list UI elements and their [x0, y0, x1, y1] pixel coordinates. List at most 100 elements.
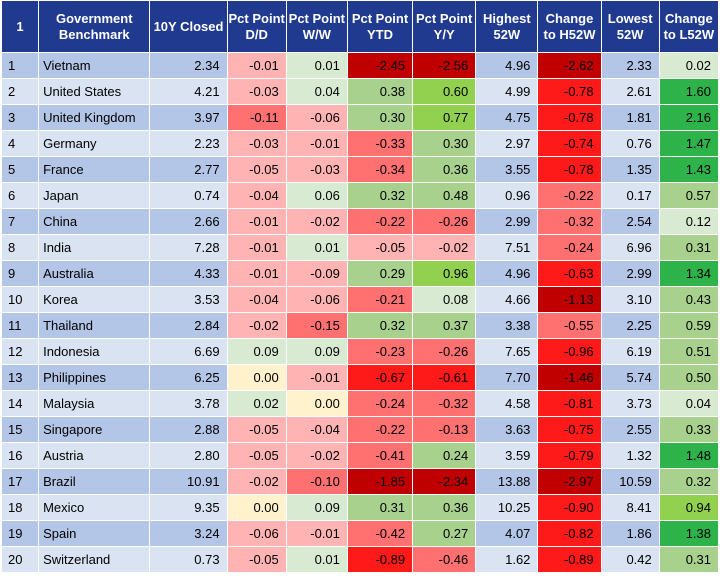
ytd-cell: 0.32 — [346, 312, 414, 339]
closed-cell: 3.97 — [149, 104, 228, 131]
country-cell: Vietnam — [38, 52, 151, 79]
table-row: 20 Switzerland 0.73 -0.05 0.01 -0.89 -0.46 1.62… — [0, 546, 720, 573]
country-cell: Korea — [38, 286, 151, 313]
dd-cell: -0.06 — [226, 520, 287, 547]
ytd-cell: -0.22 — [346, 416, 414, 443]
l52-cell: 2.33 — [600, 52, 660, 79]
h52-cell: 0.96 — [475, 182, 539, 209]
table-row: 4 Germany 2.23 -0.03 -0.01 -0.33 0.30 2.97 -0.74… — [0, 130, 720, 157]
h52-cell: 10.25 — [475, 494, 539, 521]
header-pct-yy[interactable]: Pct Point Y/Y — [412, 0, 477, 53]
ytd-cell: 0.38 — [346, 78, 414, 105]
ch52-cell: -0.75 — [537, 416, 602, 443]
ytd-cell: 0.32 — [346, 182, 414, 209]
yy-cell: -2.56 — [412, 52, 477, 79]
yy-cell: -0.46 — [412, 546, 477, 573]
header-index[interactable]: 1 — [0, 0, 40, 53]
closed-cell: 3.78 — [149, 390, 228, 417]
dd-cell: 0.02 — [226, 390, 287, 417]
dd-cell: -0.04 — [226, 286, 287, 313]
header-lowest-52w[interactable]: Lowest 52W — [600, 0, 660, 53]
l52-cell: 2.99 — [600, 260, 660, 287]
cl52-cell: 0.31 — [658, 234, 720, 261]
table-row: 14 Malaysia 3.78 0.02 0.00 -0.24 -0.32 4.58 -0.8… — [0, 390, 720, 417]
country-cell: United States — [38, 78, 151, 105]
row-index: 12 — [0, 338, 40, 365]
h52-cell: 4.66 — [475, 286, 539, 313]
country-cell: Spain — [38, 520, 151, 547]
row-index: 16 — [0, 442, 40, 469]
closed-cell: 2.88 — [149, 416, 228, 443]
cl52-cell: 0.57 — [658, 182, 720, 209]
h52-cell: 4.07 — [475, 520, 539, 547]
ch52-cell: -1.13 — [537, 286, 602, 313]
yy-cell: 0.60 — [412, 78, 477, 105]
ytd-cell: -0.21 — [346, 286, 414, 313]
table-row: 18 Mexico 9.35 0.00 0.09 0.31 0.36 10.25 -0.90 8.… — [0, 494, 720, 521]
header-change-l52w[interactable]: Change to L52W — [658, 0, 720, 53]
country-cell: Mexico — [38, 494, 151, 521]
ytd-cell: -0.34 — [346, 156, 414, 183]
cl52-cell: 0.94 — [658, 494, 720, 521]
header-pct-ww[interactable]: Pct Point W/W — [285, 0, 348, 53]
header-pct-dd[interactable]: Pct Point D/D — [226, 0, 287, 53]
yy-cell: -0.02 — [412, 234, 477, 261]
ch52-cell: -0.82 — [537, 520, 602, 547]
yy-cell: 0.27 — [412, 520, 477, 547]
dd-cell: -0.05 — [226, 442, 287, 469]
h52-cell: 4.96 — [475, 52, 539, 79]
cl52-cell: 0.32 — [658, 468, 720, 495]
ww-cell: -0.02 — [285, 442, 348, 469]
yy-cell: -0.26 — [412, 338, 477, 365]
header-pct-ytd[interactable]: Pct Point YTD — [346, 0, 414, 53]
table-body: 1 Vietnam 2.34 -0.01 0.01 -2.45 -2.56 4.96 -2.62… — [0, 52, 720, 573]
ytd-cell: -0.23 — [346, 338, 414, 365]
l52-cell: 1.86 — [600, 520, 660, 547]
row-index: 8 — [0, 234, 40, 261]
table-row: 10 Korea 3.53 -0.04 -0.06 -0.21 0.08 4.66 -1.13 3… — [0, 286, 720, 313]
row-index: 5 — [0, 156, 40, 183]
yy-cell: -0.32 — [412, 390, 477, 417]
ytd-cell: -2.45 — [346, 52, 414, 79]
ch52-cell: -0.81 — [537, 390, 602, 417]
ww-cell: -0.04 — [285, 416, 348, 443]
yy-cell: 0.36 — [412, 494, 477, 521]
table-row: 1 Vietnam 2.34 -0.01 0.01 -2.45 -2.56 4.96 -2.62… — [0, 52, 720, 79]
header-10y-closed[interactable]: 10Y Closed — [149, 0, 228, 53]
ww-cell: 0.09 — [285, 494, 348, 521]
ww-cell: 0.06 — [285, 182, 348, 209]
l52-cell: 1.81 — [600, 104, 660, 131]
yy-cell: 0.30 — [412, 130, 477, 157]
h52-cell: 4.96 — [475, 260, 539, 287]
ww-cell: 0.00 — [285, 390, 348, 417]
closed-cell: 0.74 — [149, 182, 228, 209]
h52-cell: 2.97 — [475, 130, 539, 157]
yy-cell: -0.13 — [412, 416, 477, 443]
closed-cell: 6.25 — [149, 364, 228, 391]
country-cell: Australia — [38, 260, 151, 287]
dd-cell: -0.01 — [226, 234, 287, 261]
header-change-h52w[interactable]: Change to H52W — [537, 0, 602, 53]
h52-cell: 2.99 — [475, 208, 539, 235]
ytd-cell: 0.31 — [346, 494, 414, 521]
h52-cell: 13.88 — [475, 468, 539, 495]
table-row: 6 Japan 0.74 -0.04 0.06 0.32 0.48 0.96 -0.22 0.17… — [0, 182, 720, 209]
country-cell: Indonesia — [38, 338, 151, 365]
dd-cell: -0.01 — [226, 208, 287, 235]
ch52-cell: -0.78 — [537, 78, 602, 105]
l52-cell: 0.17 — [600, 182, 660, 209]
h52-cell: 3.59 — [475, 442, 539, 469]
row-index: 14 — [0, 390, 40, 417]
closed-cell: 2.23 — [149, 130, 228, 157]
header-benchmark[interactable]: Government Benchmark — [38, 0, 151, 53]
header-highest-52w[interactable]: Highest 52W — [475, 0, 539, 53]
closed-cell: 9.35 — [149, 494, 228, 521]
l52-cell: 6.19 — [600, 338, 660, 365]
ch52-cell: -0.55 — [537, 312, 602, 339]
ww-cell: -0.02 — [285, 208, 348, 235]
h52-cell: 3.55 — [475, 156, 539, 183]
ch52-cell: -0.74 — [537, 130, 602, 157]
cl52-cell: 0.51 — [658, 338, 720, 365]
table-row: 5 France 2.77 -0.05 -0.03 -0.34 0.36 3.55 -0.78 1… — [0, 156, 720, 183]
table-row: 8 India 7.28 -0.01 0.01 -0.05 -0.02 7.51 -0.24 6.… — [0, 234, 720, 261]
